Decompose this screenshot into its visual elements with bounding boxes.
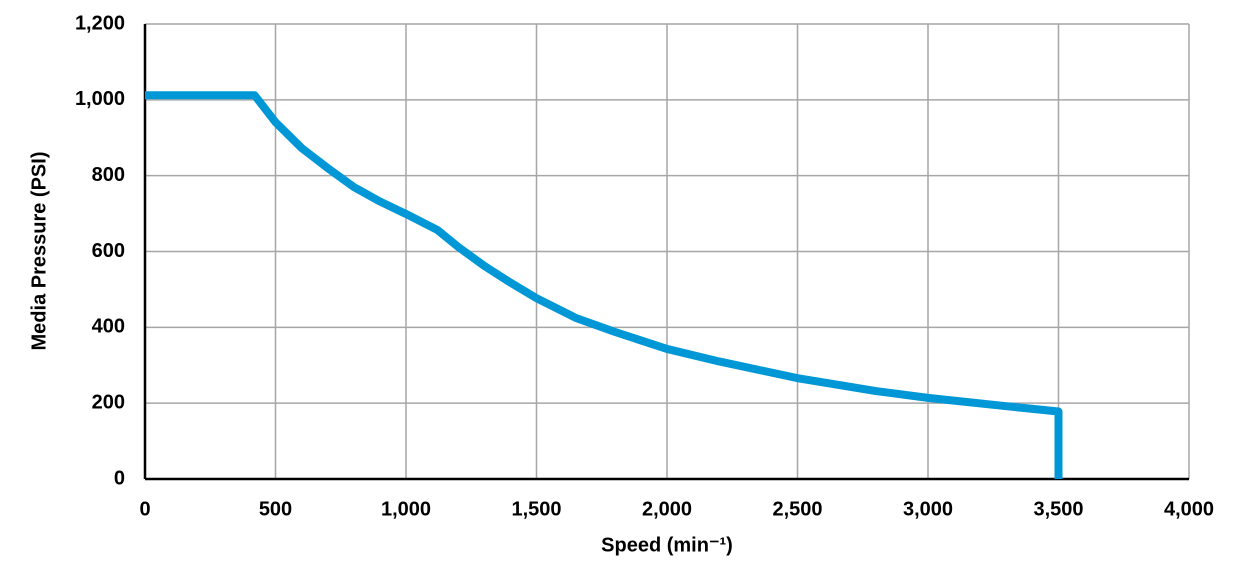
x-tick-label: 3,000 [903,498,953,520]
x-tick-label: 0 [139,498,150,520]
y-axis-title: Media Pressure (PSI) [28,152,50,351]
x-tick-label: 500 [259,498,292,520]
y-tick-label: 200 [92,391,125,413]
x-tick-label: 2,000 [642,498,692,520]
x-tick-label: 1,500 [511,498,561,520]
x-tick-label: 3,500 [1033,498,1083,520]
x-tick-label: 1,000 [381,498,431,520]
x-axis-title: Speed (min⁻¹) [601,534,733,556]
y-tick-label: 400 [92,316,125,338]
y-tick-label: 0 [114,467,125,489]
y-tick-label: 800 [92,164,125,186]
y-tick-label: 1,000 [75,88,125,110]
line [145,91,1063,479]
x-tick-label: 2,500 [772,498,822,520]
x-tick-label: 4,000 [1164,498,1214,520]
y-tick-label: 600 [92,240,125,262]
y-tick-label: 1,200 [75,12,125,34]
